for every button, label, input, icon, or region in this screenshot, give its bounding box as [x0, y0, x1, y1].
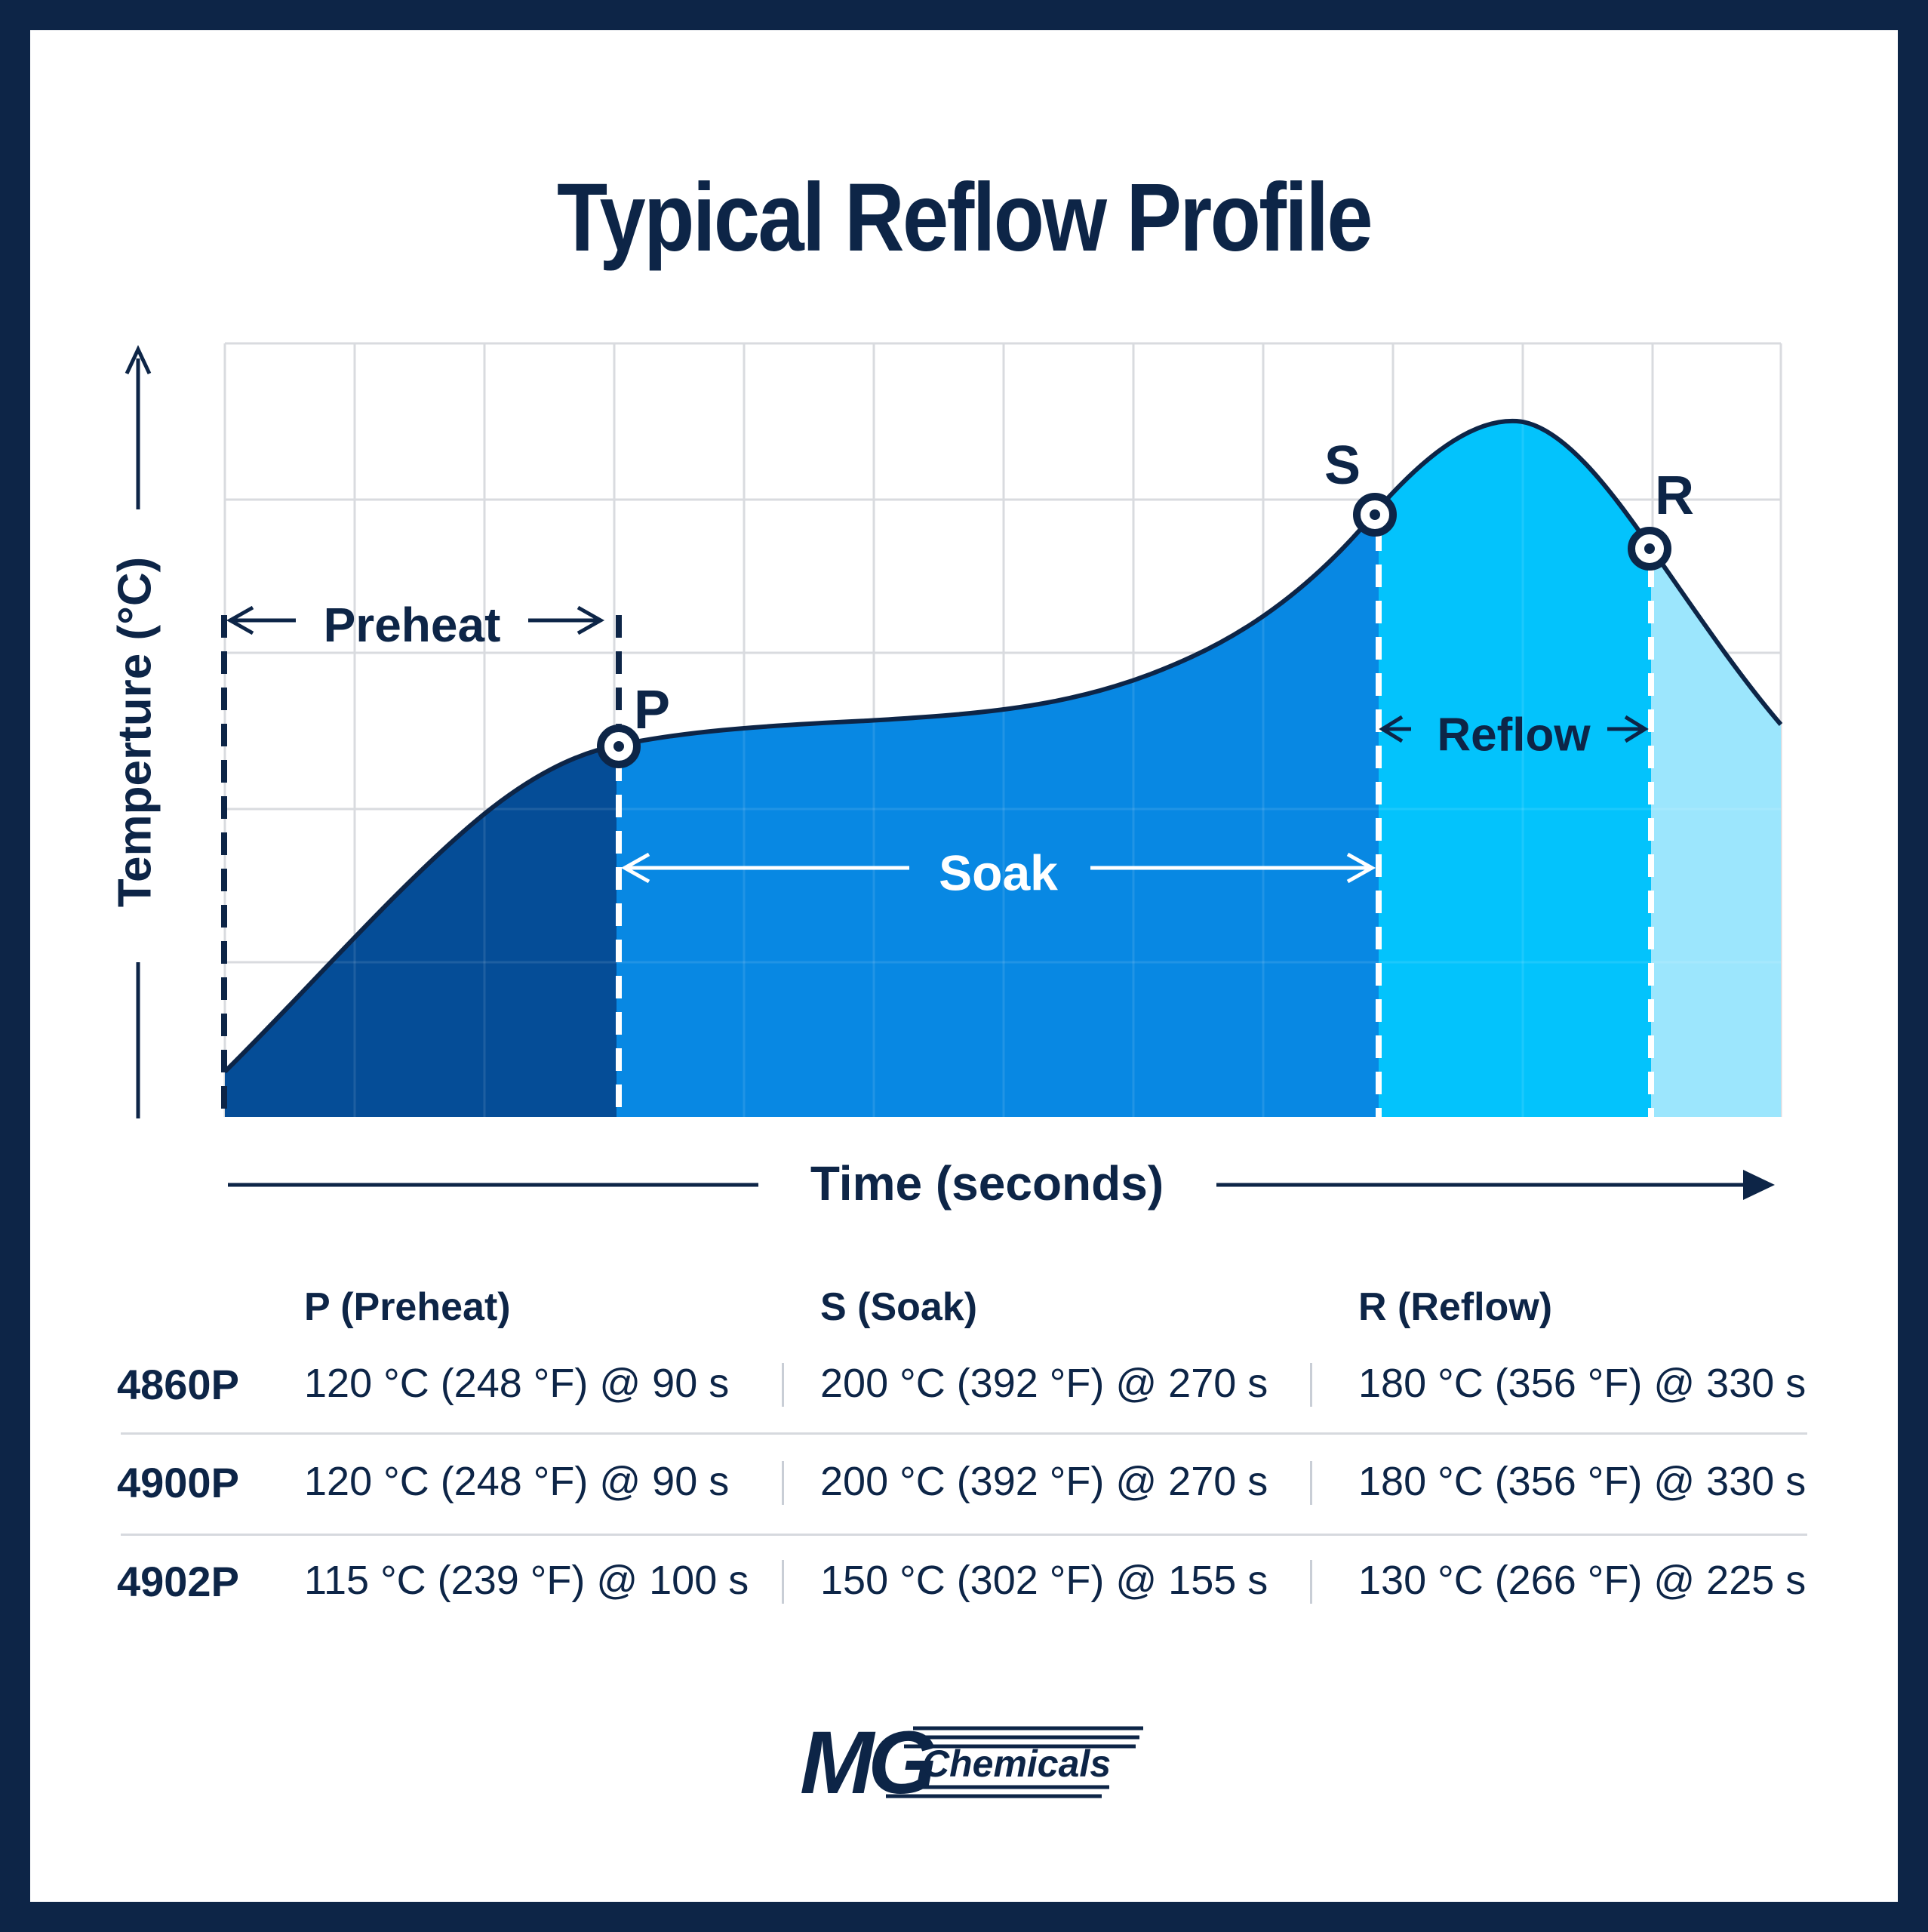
- marker-p: [597, 724, 641, 768]
- product-code: 4860P: [117, 1361, 239, 1408]
- product-code: 4902P: [117, 1558, 239, 1605]
- y-axis-arrow: [125, 345, 152, 1118]
- soak-span-arrows: [620, 852, 1376, 884]
- marker-r: [1628, 527, 1671, 571]
- reflow-label: Reflow: [1437, 709, 1591, 761]
- marker-p-label: P: [634, 680, 670, 740]
- reflow-profile-curve: [223, 418, 1783, 1074]
- mg-chemicals-logo: MG Chemicals: [800, 1712, 1147, 1817]
- y-axis-label: Temperture (°C): [109, 557, 161, 908]
- reflow-region: [1379, 420, 1651, 1117]
- column-divider: [1310, 1461, 1312, 1505]
- preheat-value: 120 °C (248 °F) @ 90 s: [304, 1361, 730, 1406]
- phase-boundaries: [221, 528, 1654, 1117]
- column-divider: [782, 1560, 784, 1604]
- soak-value: 200 °C (392 °F) @ 270 s: [820, 1459, 1268, 1504]
- logo-name: Chemicals: [922, 1743, 1112, 1785]
- preheat-span-arrows: [226, 605, 605, 635]
- preheat-region: [225, 420, 617, 1117]
- cooling-region: [1651, 420, 1781, 1117]
- column-divider: [1310, 1560, 1312, 1604]
- row-divider: [121, 1534, 1807, 1536]
- column-divider: [782, 1363, 784, 1407]
- row-divider: [121, 1432, 1807, 1435]
- preheat-label: Preheat: [324, 598, 501, 652]
- product-code: 4900P: [117, 1459, 239, 1506]
- preheat-value: 120 °C (248 °F) @ 90 s: [304, 1459, 730, 1504]
- x-axis-arrow: [228, 1170, 1775, 1200]
- page-title: Typical Reflow Profile: [557, 164, 1373, 272]
- soak-label: Soak: [939, 844, 1058, 900]
- column-divider: [782, 1461, 784, 1505]
- x-axis-label: Time (seconds): [810, 1156, 1164, 1211]
- marker-s: [1353, 493, 1397, 537]
- reflow-value: 180 °C (356 °F) @ 330 s: [1358, 1361, 1807, 1406]
- preheat-value: 115 °C (239 °F) @ 100 s: [304, 1558, 749, 1603]
- marker-r-label: R: [1655, 466, 1694, 526]
- reflow-span-arrows: [1379, 715, 1649, 743]
- soak-value: 150 °C (302 °F) @ 155 s: [820, 1558, 1268, 1603]
- header-preheat: P (Preheat): [304, 1285, 511, 1329]
- reflow-value: 130 °C (266 °F) @ 225 s: [1358, 1558, 1807, 1603]
- logo-speed-lines: [886, 1726, 1143, 1798]
- reflow-value: 180 °C (356 °F) @ 330 s: [1358, 1459, 1807, 1504]
- header-soak: S (Soak): [820, 1285, 978, 1329]
- marker-s-label: S: [1324, 435, 1361, 496]
- column-divider: [1310, 1363, 1312, 1407]
- soak-value: 200 °C (392 °F) @ 270 s: [820, 1361, 1268, 1406]
- header-reflow: R (Reflow): [1358, 1285, 1553, 1329]
- logo-mark: MG: [800, 1713, 937, 1813]
